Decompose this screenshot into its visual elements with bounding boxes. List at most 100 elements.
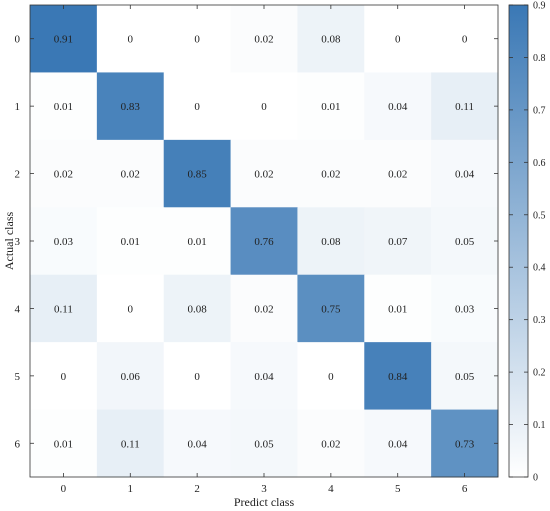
heatmap-cell — [96, 72, 165, 141]
colorbar-tick-label: 0 — [533, 473, 538, 484]
heatmap-cell — [230, 5, 298, 73]
heatmap-cell — [230, 409, 298, 478]
colorbar-tick-label: 0.8 — [533, 53, 546, 64]
heatmap-cell — [297, 409, 365, 478]
colorbar-tick-label: 0.2 — [533, 368, 546, 379]
cell-value-label: 0.01 — [54, 438, 73, 450]
heatmap-cell — [431, 409, 499, 478]
cell-value-label: 0.11 — [121, 438, 140, 450]
heatmap-cell — [30, 342, 98, 411]
cell-value-label: 0.02 — [321, 438, 340, 450]
cell-value-label: 0 — [61, 371, 67, 383]
heatmap-cell — [297, 342, 365, 411]
cell-value-label: 0.01 — [388, 303, 407, 315]
heatmap-cell — [96, 139, 165, 208]
heatmap-cell — [230, 207, 298, 276]
heatmap-cell — [30, 274, 98, 343]
heatmap-cell — [163, 342, 232, 411]
colorbar-tick-label: 0.5 — [533, 210, 546, 221]
heatmap-cell — [431, 72, 499, 141]
heatmap-cell — [30, 72, 98, 141]
heatmap-cell — [431, 274, 499, 343]
colorbar-tick-label: 0.4 — [533, 263, 546, 274]
cell-value-label: 0.76 — [254, 236, 274, 248]
cell-value-label: 0.04 — [388, 438, 408, 450]
colorbar — [508, 4, 529, 478]
heatmap-cell — [364, 342, 432, 411]
heatmap-cell — [297, 5, 365, 73]
cell-value-label: 0.02 — [321, 169, 340, 181]
x-tick-label: 2 — [194, 483, 200, 495]
heatmap-cell — [364, 409, 432, 478]
heatmap-cell — [297, 72, 365, 141]
heatmap-cell — [163, 72, 232, 141]
cell-value-label: 0.07 — [388, 236, 408, 248]
cell-value-label: 0 — [194, 34, 200, 46]
cell-value-label: 0.02 — [254, 34, 273, 46]
cell-value-label: 0.04 — [388, 101, 408, 113]
heatmap-cell — [163, 207, 232, 276]
heatmap-cell — [431, 207, 499, 276]
cell-value-label: 0.01 — [54, 101, 73, 113]
heatmap-cell — [30, 139, 98, 208]
cell-value-label: 0.91 — [54, 34, 73, 46]
heatmap-cells: 0.91 0 0 0.02 0.08 0 0 0.01 0.83 0 0 0.01 0.04 0.11 0.… — [30, 5, 499, 478]
colorbar-tick-label: 0.7 — [533, 105, 546, 116]
y-tick-label: 5 — [15, 371, 21, 383]
cell-value-label: 0.83 — [121, 101, 141, 113]
colorbar-tick-label: 0.9 — [533, 1, 546, 12]
x-tick-label: 6 — [462, 483, 468, 495]
cell-value-label: 0.06 — [121, 371, 141, 383]
cell-value-label: 0.02 — [254, 169, 273, 181]
cell-value-label: 0.11 — [54, 303, 73, 315]
cell-value-label: 0.05 — [455, 371, 475, 383]
cell-value-label: 0 — [395, 34, 401, 46]
heatmap-cell — [30, 207, 98, 276]
cell-value-label: 0.02 — [121, 169, 140, 181]
cell-value-label: 0.01 — [321, 101, 340, 113]
colorbar-tick-label: 0.6 — [533, 158, 546, 169]
y-tick-label: 4 — [15, 303, 21, 315]
cell-value-label: 0.04 — [254, 371, 274, 383]
x-tick-label: 4 — [328, 483, 334, 495]
heatmap-cell — [230, 72, 298, 141]
heatmap-cell — [230, 274, 298, 343]
x-tick-label: 5 — [395, 483, 401, 495]
y-tick-label: 1 — [15, 101, 21, 113]
cell-value-label: 0.02 — [254, 303, 273, 315]
heatmap-cell — [30, 409, 98, 478]
heatmap-cell — [96, 207, 165, 276]
cell-value-label: 0.05 — [254, 438, 274, 450]
heatmap-cell — [297, 274, 365, 343]
cell-value-label: 0 — [194, 101, 200, 113]
colorbar-tick-label: 0.3 — [533, 315, 546, 326]
heatmap-cell — [163, 274, 232, 343]
heatmap-cell — [297, 139, 365, 208]
heatmap-cell — [230, 139, 298, 208]
heatmap-cell — [96, 5, 165, 73]
cell-value-label: 0 — [128, 34, 134, 46]
cell-value-label: 0.03 — [455, 303, 475, 315]
heatmap-cell — [163, 139, 232, 208]
heatmap-cell — [230, 342, 298, 411]
x-tick-label: 0 — [61, 483, 67, 495]
colorbar-tick-label: 0.1 — [533, 420, 546, 431]
x-axis-ticks: 0 1 2 3 4 5 6 — [61, 5, 468, 495]
cell-value-label: 0.75 — [321, 303, 341, 315]
cell-value-label: 0 — [261, 101, 267, 113]
cell-value-label: 0 — [328, 371, 334, 383]
heatmap-cell — [431, 139, 499, 208]
x-axis-label: Predict class — [234, 495, 295, 509]
cell-value-label: 0.11 — [455, 101, 474, 113]
heatmap-cell — [96, 342, 165, 411]
cell-value-label: 0 — [194, 371, 200, 383]
cell-value-label: 0.73 — [455, 438, 475, 450]
cell-value-label: 0.08 — [321, 34, 341, 46]
cell-value-label: 0 — [128, 303, 134, 315]
heatmap-cell — [364, 139, 432, 208]
heatmap-cell — [297, 207, 365, 276]
cell-value-label: 0.03 — [54, 236, 74, 248]
cell-value-label: 0.02 — [54, 169, 73, 181]
heatmap-cell — [96, 409, 165, 478]
